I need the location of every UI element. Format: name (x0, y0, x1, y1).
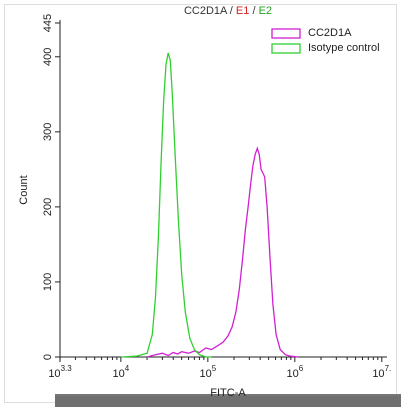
title-part: / (227, 5, 236, 17)
title-part: CC2D1A (184, 5, 228, 17)
y-tick-label: 0 (42, 354, 54, 360)
x-tick-label: 103.3 (48, 364, 72, 380)
y-tick-label: 400 (42, 48, 54, 66)
title-part: / (249, 5, 258, 17)
legend-swatch (271, 43, 301, 54)
y-tick-label: 100 (42, 273, 54, 291)
title-part: E1 (236, 5, 249, 17)
y-tick-label: 445 (42, 14, 54, 32)
x-tick-label: 105 (199, 364, 216, 380)
x-tick-label: 104 (113, 364, 130, 380)
y-axis-label: Count (18, 175, 30, 204)
legend-swatch (271, 28, 301, 39)
title-part: E2 (259, 5, 272, 17)
frame (4, 4, 397, 403)
plot-area: 0 100 200 300 400 445 103.3 104 105 106 107. CC2D1A… (42, 14, 391, 380)
x-axis-label: FITC-A (210, 387, 246, 399)
x-tick-label: 107. (372, 364, 391, 380)
legend-label: Isotype control (308, 42, 380, 54)
series-line (146, 146, 299, 358)
bottom-bar-overlay (55, 396, 401, 407)
y-tick-label: 300 (42, 123, 54, 141)
chart-title: CC2D1A / E1 / E2 (184, 5, 272, 17)
x-tick-label: 106 (286, 364, 303, 380)
y-tick-label: 200 (42, 198, 54, 216)
legend-label: CC2D1A (308, 27, 352, 39)
series-line (120, 52, 212, 358)
